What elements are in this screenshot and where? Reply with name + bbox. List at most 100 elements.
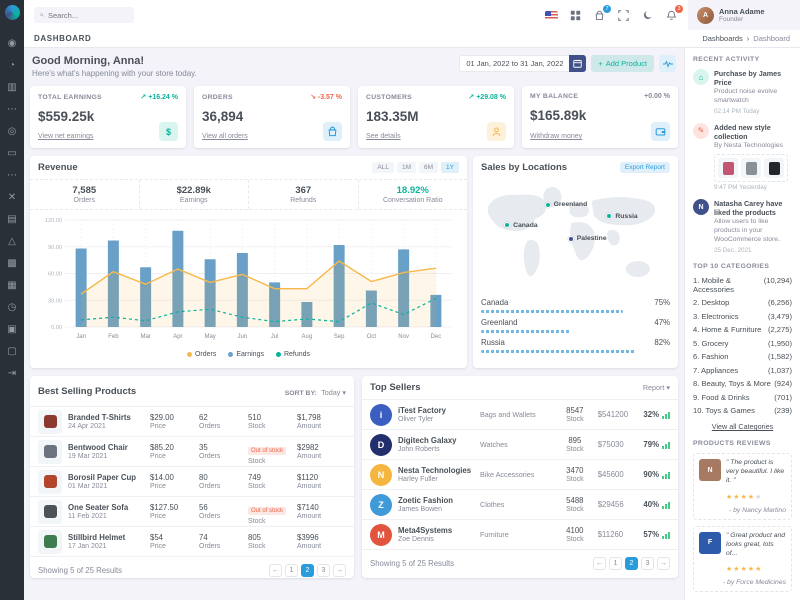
pagination-page-3[interactable]: 3 (317, 564, 330, 577)
product-thumbnail[interactable] (741, 158, 761, 179)
location-percent: 75% (654, 298, 670, 307)
seller-row[interactable]: M Meta4Systems Zoe Dennis Furniture 4100 Stoc… (362, 520, 678, 550)
kpi-value: 36,894 (202, 109, 244, 124)
breadcrumb-parent[interactable]: Dashboards (702, 34, 743, 43)
results-summary: Showing 5 of 25 Results (370, 559, 455, 568)
bar-chart-icon (662, 532, 671, 539)
apps-grid-icon[interactable] (569, 9, 582, 22)
widgets-icon[interactable]: ▤ (7, 213, 17, 225)
category-row[interactable]: 1. Mobile & Accessories (10,294) (693, 276, 792, 294)
pagination-page-3[interactable]: 3 (641, 557, 654, 570)
view-all-categories-link[interactable]: View all Categories (711, 422, 774, 432)
label: Orders (199, 513, 221, 520)
sort-by-label: SORT BY: (284, 390, 317, 397)
pagination-next[interactable]: → (333, 564, 346, 577)
fullscreen-icon[interactable] (617, 9, 630, 22)
shopping-bag-icon (323, 122, 342, 141)
revenue-tab-6m[interactable]: 6M (419, 162, 439, 173)
product-row[interactable]: Bentwood Chair 19 Mar 2021 $85.20 Price 35 Or… (30, 437, 354, 467)
base-ui-icon[interactable]: ✕ (7, 191, 17, 203)
category-count: (1,582) (767, 352, 792, 362)
category-row[interactable]: 3. Electronics (3,479) (693, 312, 792, 321)
breadcrumb-current: Dashboard (753, 34, 790, 43)
objects-icon[interactable]: ▣ (7, 323, 17, 335)
kpi-link[interactable]: View all orders (202, 133, 248, 140)
revenue-tab-1y[interactable]: 1Y (441, 162, 459, 173)
export-report-button[interactable]: Export Report (619, 162, 670, 173)
authentication-icon[interactable]: ◎ (7, 125, 17, 137)
seller-company: Zoetic Fashion (398, 496, 454, 505)
seller-row[interactable]: i iTest Factory Oliver Tyler Bags and Walle… (362, 400, 678, 430)
category-row[interactable]: 9. Food & Drinks (701) (693, 393, 792, 402)
activity-button[interactable] (659, 55, 676, 72)
pagination-page-1[interactable]: 1 (609, 557, 622, 570)
search-box[interactable] (34, 7, 134, 23)
pagination-next[interactable]: → (657, 557, 670, 570)
category-row[interactable]: 5. Grocery (1,950) (693, 339, 792, 348)
revenue-tab-all[interactable]: ALL (372, 162, 394, 173)
revenue-tab-1m[interactable]: 1M (396, 162, 417, 173)
category-name: 4. Home & Furniture (693, 325, 762, 335)
user-role: Founder (719, 16, 744, 23)
category-row[interactable]: 2. Desktop (6,256) (693, 298, 792, 307)
product-thumbnail[interactable] (718, 158, 738, 179)
multilevel-icon[interactable]: ⇥ (7, 367, 17, 379)
kpi-link[interactable]: Withdraw money (530, 133, 583, 140)
product-row[interactable]: Borosil Paper Cup 01 Mar 2021 $14.00 Price 8… (30, 467, 354, 497)
map-pin-icon (567, 235, 574, 242)
date-range-input[interactable] (459, 55, 570, 72)
pagination-prev[interactable]: ← (593, 557, 606, 570)
cart-icon[interactable]: 7 (593, 4, 611, 22)
pagination-page-1[interactable]: 1 (285, 564, 298, 577)
charts-icon[interactable]: ▦ (7, 279, 17, 291)
calendar-button[interactable] (569, 55, 587, 72)
category-row[interactable]: 10. Toys & Games (239) (693, 406, 792, 415)
report-dropdown[interactable]: Report ▾ (642, 383, 670, 392)
pages-icon[interactable]: ▭ (7, 147, 17, 159)
label: Stock (248, 457, 266, 465)
product-thumbnail (38, 409, 62, 434)
forms-icon[interactable]: △ (8, 235, 16, 247)
tables-icon[interactable]: ▩ (7, 257, 17, 269)
category-row[interactable]: 7. Appliances (1,037) (693, 366, 792, 375)
apps-icon[interactable]: ◔ (8, 59, 16, 71)
layouts-icon[interactable]: ▥ (7, 81, 17, 93)
svg-text:Sep: Sep (334, 334, 345, 340)
category-count: (2,275) (767, 325, 792, 335)
pagination-prev[interactable]: ← (269, 564, 282, 577)
product-amount: $1,798 Amount (297, 413, 346, 430)
language-flag-icon[interactable] (545, 9, 558, 22)
sort-by-dropdown[interactable]: Today ▾ (321, 388, 346, 397)
category-row[interactable]: 4. Home & Furniture (2,275) (693, 325, 792, 334)
seller-row[interactable]: Z Zoetic Fashion James Bowen Clothes 5488 Sto… (362, 490, 678, 520)
menu-ellipsis2-icon[interactable]: ⋯ (7, 169, 17, 181)
search-input[interactable] (48, 10, 128, 20)
dashboards-icon[interactable]: ◉ (7, 37, 17, 49)
maps-icon[interactable]: ▢ (7, 345, 17, 357)
seller-row[interactable]: D Digitech Galaxy John Roberts Watches 895 St… (362, 430, 678, 460)
user-menu[interactable]: A Anna Adame Founder (688, 0, 800, 30)
pagination-page-2[interactable]: 2 (301, 564, 314, 577)
product-date: 17 Jan 2021 (68, 543, 107, 550)
icons-icon[interactable]: ◷ (7, 301, 17, 313)
kpi-link[interactable]: View net earnings (38, 133, 94, 140)
product-row[interactable]: Stillbird Helmet 17 Jan 2021 $54 Price 74 Ord… (30, 527, 354, 557)
category-row[interactable]: 8. Beauty, Toys & More (924) (693, 379, 792, 388)
pagination-page-2[interactable]: 2 (625, 557, 638, 570)
product-row[interactable]: Branded T-Shirts 24 Apr 2021 $29.00 Price 62… (30, 407, 354, 437)
add-product-button[interactable]: + Add Product (591, 55, 654, 72)
product-name: Borosil Paper Cup (68, 473, 137, 482)
app-logo-icon[interactable] (4, 5, 20, 20)
kpi-link[interactable]: See details (366, 133, 401, 140)
seller-row[interactable]: N Nesta Technologies Harley Fuller Bike Acc… (362, 460, 678, 490)
menu-ellipsis-icon[interactable]: ⋯ (7, 103, 17, 115)
chevron-down-icon: ▾ (666, 383, 670, 392)
dark-mode-moon-icon[interactable] (641, 9, 654, 22)
product-name: One Seater Sofa (68, 503, 129, 512)
product-thumbnail[interactable] (764, 158, 784, 179)
notifications-bell-icon[interactable]: 3 (665, 4, 683, 22)
product-row[interactable]: One Seater Sofa 11 Feb 2021 $127.50 Price 56… (30, 497, 354, 527)
legend-label: Earnings (236, 350, 264, 358)
kpi-delta: +0.00 % (644, 93, 670, 100)
category-row[interactable]: 6. Fashion (1,582) (693, 352, 792, 361)
